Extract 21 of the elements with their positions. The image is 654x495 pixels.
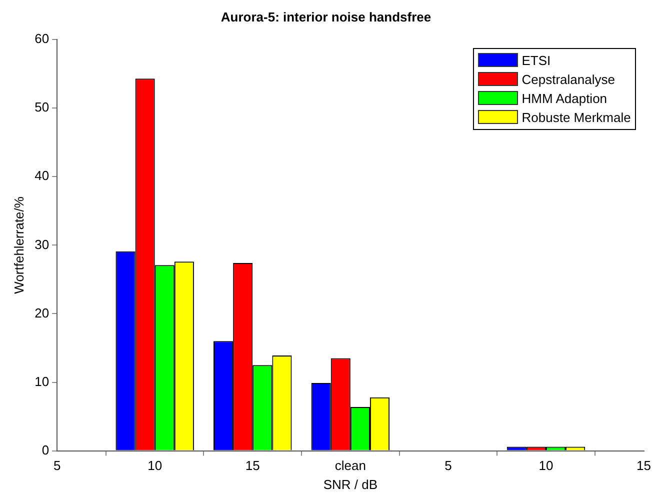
legend-label: ETSI [522, 52, 551, 68]
legend-label: Cepstralanalyse [522, 72, 615, 87]
y-tick-label: 10 [34, 374, 50, 389]
chart-title: Aurora-5: interior noise handsfree [220, 9, 432, 24]
y-tick-label: 40 [34, 168, 50, 184]
x-tick-label: 10 [538, 458, 554, 474]
y-tick-label: 50 [34, 100, 50, 115]
y-tick-label: 20 [34, 305, 50, 320]
legend-label: Robuste Merkmale [522, 110, 631, 125]
x-tick-label: 5 [53, 458, 61, 474]
y-axis-title: Wortfehlerrate/% [11, 196, 26, 294]
y-tick-label: 60 [34, 31, 50, 46]
x-tick-label: 10 [148, 458, 162, 474]
x-tick-label: clean [334, 458, 366, 474]
legend-label: HMM Adaption [522, 90, 608, 106]
x-tick-label: 15 [636, 458, 652, 474]
y-tick-label: 30 [34, 236, 50, 252]
x-tick-label: 5 [444, 458, 452, 474]
x-tick-label: 15 [245, 458, 260, 474]
x-axis-title: SNR / dB [323, 476, 378, 492]
y-tick-label: 0 [42, 442, 50, 458]
